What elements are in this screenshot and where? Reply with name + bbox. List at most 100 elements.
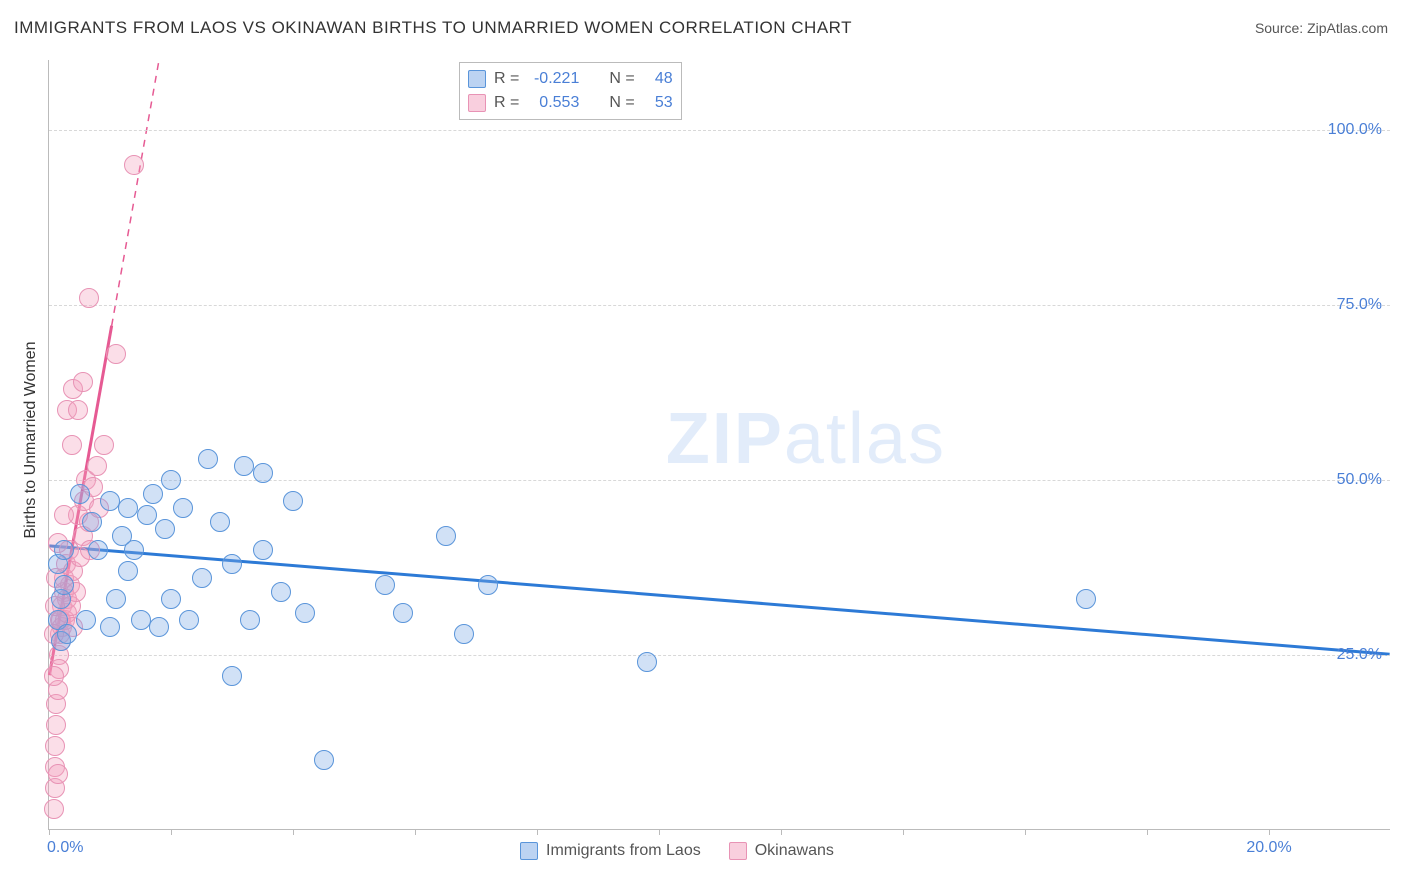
stats-legend: R =-0.221N =48R =0.553N =53 <box>459 62 682 120</box>
x-tick <box>1025 829 1026 835</box>
scatter-point-laos <box>100 617 120 637</box>
scatter-point-laos <box>283 491 303 511</box>
scatter-point-okinawa <box>44 666 64 686</box>
source-attribution: Source: ZipAtlas.com <box>1255 20 1388 36</box>
scatter-point-okinawa <box>73 372 93 392</box>
legend-swatch-okinawa <box>468 94 486 112</box>
watermark-bold: ZIP <box>666 399 784 479</box>
scatter-point-laos <box>637 652 657 672</box>
legend-item-laos: Immigrants from Laos <box>520 842 701 860</box>
stats-row: R =0.553N =53 <box>468 91 673 115</box>
x-tick <box>415 829 416 835</box>
plot-area: ZIPatlas R =-0.221N =48R =0.553N =53 25.… <box>48 60 1390 830</box>
x-tick <box>1269 829 1270 835</box>
chart-container: IMMIGRANTS FROM LAOS VS OKINAWAN BIRTHS … <box>0 0 1406 892</box>
scatter-point-laos <box>54 575 74 595</box>
x-tick <box>171 829 172 835</box>
source-link[interactable]: ZipAtlas.com <box>1307 20 1388 36</box>
stat-n-label: N = <box>609 70 634 88</box>
source-label: Source: <box>1255 20 1303 36</box>
scatter-point-laos <box>155 519 175 539</box>
x-tick <box>293 829 294 835</box>
scatter-point-laos <box>192 568 212 588</box>
scatter-point-laos <box>149 617 169 637</box>
scatter-point-laos <box>118 498 138 518</box>
x-tick <box>49 829 50 835</box>
scatter-point-laos <box>436 526 456 546</box>
stat-r-value: 0.553 <box>527 94 579 112</box>
scatter-point-okinawa <box>45 736 65 756</box>
scatter-point-okinawa <box>54 505 74 525</box>
scatter-point-laos <box>198 449 218 469</box>
y-tick-label: 25.0% <box>1337 646 1382 664</box>
scatter-point-laos <box>70 484 90 504</box>
y-tick-label: 50.0% <box>1337 471 1382 489</box>
scatter-point-laos <box>234 456 254 476</box>
scatter-point-laos <box>253 540 273 560</box>
scatter-point-laos <box>118 561 138 581</box>
scatter-point-laos <box>82 512 102 532</box>
scatter-point-laos <box>124 540 144 560</box>
scatter-point-laos <box>54 540 74 560</box>
legend-swatch-okinawa <box>729 842 747 860</box>
scatter-point-laos <box>1076 589 1096 609</box>
scatter-point-okinawa <box>79 288 99 308</box>
legend-item-okinawa: Okinawans <box>729 842 834 860</box>
scatter-point-laos <box>137 505 157 525</box>
y-tick-label: 100.0% <box>1328 121 1382 139</box>
stat-r-label: R = <box>494 70 519 88</box>
watermark: ZIPatlas <box>666 398 946 480</box>
gridline-h <box>49 655 1390 656</box>
x-tick <box>537 829 538 835</box>
scatter-point-okinawa <box>68 400 88 420</box>
scatter-point-okinawa <box>44 799 64 819</box>
scatter-point-laos <box>143 484 163 504</box>
x-tick <box>781 829 782 835</box>
scatter-point-okinawa <box>62 435 82 455</box>
stat-n-value: 53 <box>643 94 673 112</box>
gridline-h <box>49 130 1390 131</box>
scatter-point-laos <box>314 750 334 770</box>
scatter-point-laos <box>271 582 291 602</box>
scatter-point-laos <box>161 470 181 490</box>
scatter-point-laos <box>161 589 181 609</box>
scatter-point-laos <box>100 491 120 511</box>
legend-label: Immigrants from Laos <box>546 842 701 860</box>
stat-n-value: 48 <box>643 70 673 88</box>
scatter-point-laos <box>295 603 315 623</box>
scatter-point-okinawa <box>87 456 107 476</box>
scatter-point-laos <box>131 610 151 630</box>
x-tick <box>903 829 904 835</box>
scatter-point-okinawa <box>124 155 144 175</box>
scatter-point-laos <box>222 554 242 574</box>
scatter-point-laos <box>106 589 126 609</box>
y-tick-label: 75.0% <box>1337 296 1382 314</box>
scatter-point-laos <box>88 540 108 560</box>
legend-swatch-laos <box>520 842 538 860</box>
scatter-point-laos <box>478 575 498 595</box>
stat-r-label: R = <box>494 94 519 112</box>
stat-r-value: -0.221 <box>527 70 579 88</box>
scatter-point-laos <box>240 610 260 630</box>
scatter-point-laos <box>76 610 96 630</box>
x-tick <box>659 829 660 835</box>
scatter-point-laos <box>173 498 193 518</box>
scatter-point-okinawa <box>94 435 114 455</box>
x-tick-label: 0.0% <box>47 839 83 857</box>
stats-row: R = -0.221 N = 48 <box>468 67 673 91</box>
scatter-point-laos <box>179 610 199 630</box>
legend-label: Okinawans <box>755 842 834 860</box>
series-legend: Immigrants from Laos Okinawans <box>520 842 834 860</box>
watermark-rest: atlas <box>784 399 946 479</box>
legend-swatch-laos <box>468 70 486 88</box>
scatter-point-okinawa <box>106 344 126 364</box>
scatter-point-okinawa <box>46 715 66 735</box>
x-tick <box>1147 829 1148 835</box>
chart-title: IMMIGRANTS FROM LAOS VS OKINAWAN BIRTHS … <box>14 18 852 38</box>
x-tick-label: 20.0% <box>1246 839 1291 857</box>
scatter-point-laos <box>222 666 242 686</box>
gridline-h <box>49 480 1390 481</box>
scatter-point-laos <box>375 575 395 595</box>
scatter-point-laos <box>253 463 273 483</box>
y-axis-title: Births to Unmarried Women <box>22 341 40 538</box>
